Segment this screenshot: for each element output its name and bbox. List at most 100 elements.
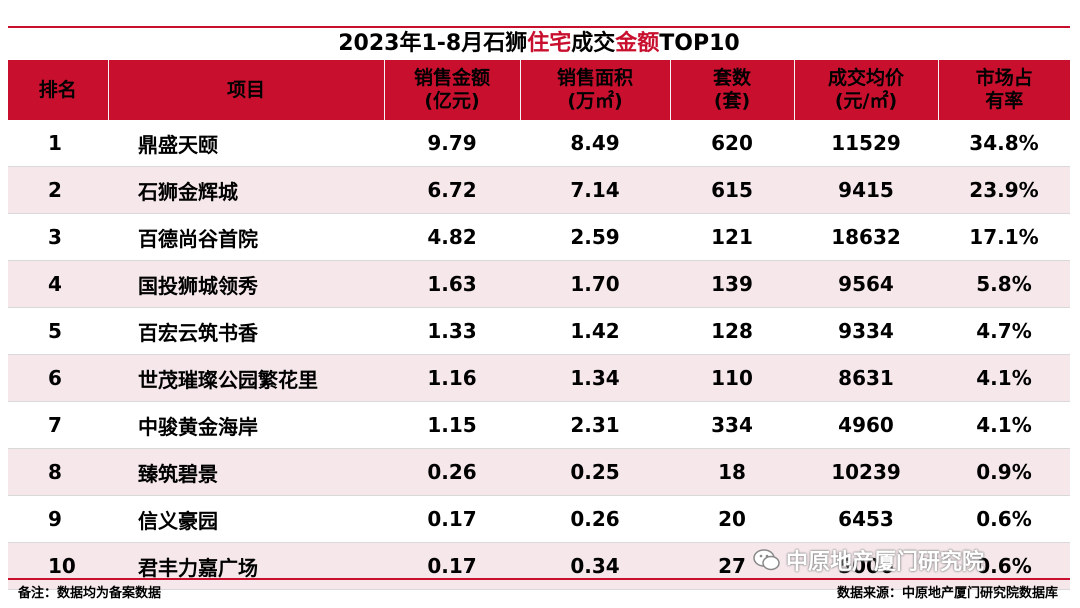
cell-area: 2.59: [520, 213, 670, 261]
footer-note: 备注：数据均为备案数据: [18, 586, 162, 601]
cell-share: 4.1%: [938, 401, 1070, 449]
wechat-watermark: 中原地产厦门研究院: [752, 545, 984, 575]
cell-area: 2.31: [520, 401, 670, 449]
cell-rank: 7: [8, 401, 108, 449]
cell-units: 615: [670, 166, 794, 214]
cell-price: 9334: [794, 307, 938, 355]
column-header: 销售金额 (亿元): [384, 60, 521, 120]
table-row: 1 鼎盛天颐 9.79 8.49 620 11529 34.8%: [8, 120, 1070, 167]
cell-project: 百德尚谷首院: [108, 213, 384, 261]
cell-units: 18: [670, 448, 794, 496]
column-header-line1: 排名: [38, 78, 77, 101]
footer-rule: [8, 578, 1070, 580]
cell-price: 6453: [794, 495, 938, 543]
cell-project: 世茂璀璨公园繁花里: [108, 354, 384, 402]
cell-share: 34.8%: [938, 120, 1070, 167]
column-header-line1: 销售面积: [556, 67, 633, 89]
cell-project: 君丰力嘉广场: [108, 542, 384, 590]
cell-area: 1.70: [520, 260, 670, 308]
cell-amount: 6.72: [384, 166, 520, 214]
cell-price: 10239: [794, 448, 938, 496]
cell-rank: 10: [8, 542, 108, 590]
column-header: 排名: [8, 60, 109, 120]
cell-share: 23.9%: [938, 166, 1070, 214]
cell-project: 百宏云筑书香: [108, 307, 384, 355]
cell-amount: 0.26: [384, 448, 520, 496]
table-row: 8 臻筑碧景 0.26 0.25 18 10239 0.9%: [8, 448, 1070, 496]
column-header: 项目: [108, 60, 385, 120]
cell-price: 4960: [794, 401, 938, 449]
column-header: 套数 (套): [670, 60, 795, 120]
table-row: 3 百德尚谷首院 4.82 2.59 121 18632 17.1%: [8, 213, 1070, 261]
cell-amount: 0.17: [384, 495, 520, 543]
cell-price: 9564: [794, 260, 938, 308]
ranking-table: 排名 项目 销售金额 (亿元) 销售面积 (万㎡) 套数 (套) 成交均价 (元/㎡) 市场占 有率 …: [8, 60, 1070, 590]
column-header-line1: 市场占: [975, 67, 1033, 89]
cell-amount: 1.15: [384, 401, 520, 449]
cell-amount: 1.63: [384, 260, 520, 308]
column-header-line2: (亿元): [424, 90, 480, 112]
table-row: 2 石狮金辉城 6.72 7.14 615 9415 23.9%: [8, 166, 1070, 214]
table-row: 6 世茂璀璨公园繁花里 1.16 1.34 110 8631 4.1%: [8, 354, 1070, 402]
column-header-line2: 有率: [985, 90, 1024, 112]
cell-price: 18632: [794, 213, 938, 261]
column-header: 成交均价 (元/㎡): [794, 60, 939, 120]
cell-rank: 9: [8, 495, 108, 543]
table-title: 2023年1-8月石狮住宅成交金额TOP10: [8, 26, 1070, 60]
cell-price: 9415: [794, 166, 938, 214]
cell-share: 4.7%: [938, 307, 1070, 355]
table-row: 10 君丰力嘉广场 0.17 0.34 27 5006 0.6%: [8, 542, 1070, 590]
cell-price: 11529: [794, 120, 938, 167]
column-header-line2: (套): [713, 90, 751, 112]
cell-rank: 5: [8, 307, 108, 355]
cell-share: 0.9%: [938, 448, 1070, 496]
cell-rank: 3: [8, 213, 108, 261]
cell-amount: 4.82: [384, 213, 520, 261]
wechat-icon: [753, 549, 780, 571]
cell-area: 8.49: [520, 120, 670, 167]
cell-price: 8631: [794, 354, 938, 402]
cell-project: 国投狮城领秀: [108, 260, 384, 308]
cell-units: 139: [670, 260, 794, 308]
cell-units: 20: [670, 495, 794, 543]
cell-units: 121: [670, 213, 794, 261]
cell-rank: 4: [8, 260, 108, 308]
table-row: 7 中骏黄金海岸 1.15 2.31 334 4960 4.1%: [8, 401, 1070, 449]
wechat-label: 中原地产厦门研究院: [786, 550, 985, 575]
table-header-row: 排名 项目 销售金额 (亿元) 销售面积 (万㎡) 套数 (套) 成交均价 (元/㎡) 市场占 有率: [8, 60, 1070, 120]
cell-share: 0.6%: [938, 542, 1070, 590]
cell-amount: 0.17: [384, 542, 520, 590]
cell-units: 27: [670, 542, 794, 590]
cell-units: 128: [670, 307, 794, 355]
column-header-line1: 成交均价: [827, 67, 904, 89]
cell-amount: 1.33: [384, 307, 520, 355]
table-row: 5 百宏云筑书香 1.33 1.42 128 9334 4.7%: [8, 307, 1070, 355]
cell-share: 17.1%: [938, 213, 1070, 261]
column-header-line1: 销售金额: [413, 67, 490, 89]
column-header: 销售面积 (万㎡): [520, 60, 671, 120]
cell-amount: 9.79: [384, 120, 520, 167]
cell-rank: 2: [8, 166, 108, 214]
cell-share: 5.8%: [938, 260, 1070, 308]
cell-project: 信义豪园: [108, 495, 384, 543]
cell-area: 7.14: [520, 166, 670, 214]
cell-share: 4.1%: [938, 354, 1070, 402]
column-header-line1: 套数: [712, 67, 751, 89]
cell-rank: 8: [8, 448, 108, 496]
cell-amount: 1.16: [384, 354, 520, 402]
cell-price: 5006: [794, 542, 938, 590]
cell-share: 0.6%: [938, 495, 1070, 543]
table-row: 9 信义豪园 0.17 0.26 20 6453 0.6%: [8, 495, 1070, 543]
cell-area: 1.34: [520, 354, 670, 402]
cell-units: 620: [670, 120, 794, 167]
cell-project: 臻筑碧景: [108, 448, 384, 496]
cell-area: 0.25: [520, 448, 670, 496]
table-body: 1 鼎盛天颐 9.79 8.49 620 11529 34.8% 2 石狮金辉城 6.72 7.14…: [8, 120, 1070, 590]
column-header-line1: 项目: [226, 78, 265, 101]
column-header-line2: (万㎡): [567, 90, 623, 112]
cell-units: 334: [670, 401, 794, 449]
cell-project: 鼎盛天颐: [108, 120, 384, 167]
cell-rank: 1: [8, 120, 108, 167]
cell-area: 0.26: [520, 495, 670, 543]
cell-area: 0.34: [520, 542, 670, 590]
